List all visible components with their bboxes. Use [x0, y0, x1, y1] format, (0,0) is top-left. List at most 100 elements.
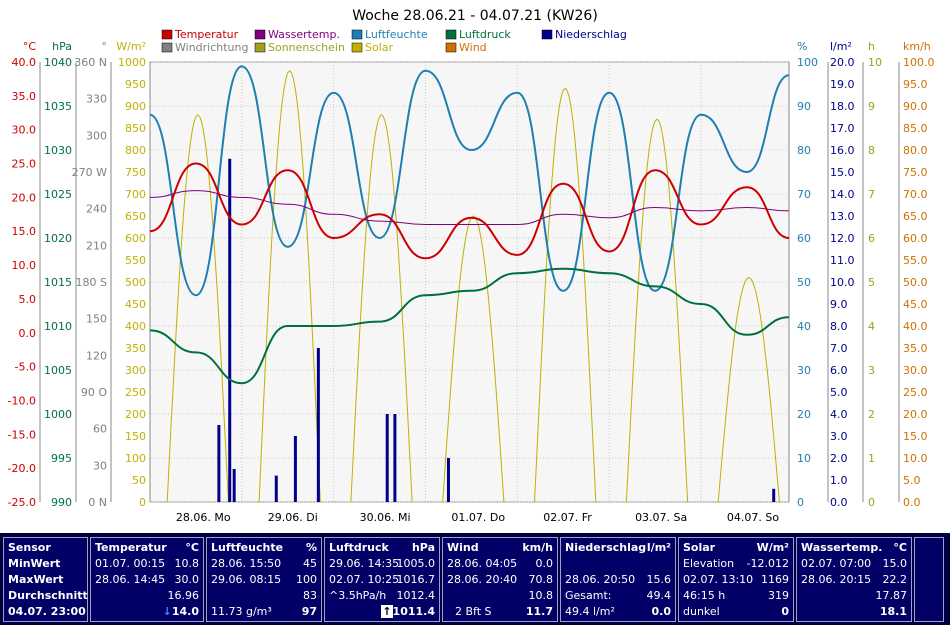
precip-bar [446, 458, 450, 502]
solar-axis-tick: 50 [132, 474, 146, 487]
temp-axis-tick: 25.0 [12, 158, 37, 171]
pressure-line [149, 267, 790, 385]
wind-dir-axis-tick: 330 [86, 93, 107, 106]
solar-axis-tick: 800 [125, 144, 146, 157]
x-tick-label: 03.07. Sa [635, 511, 687, 524]
wind-dir-axis-tick: 180 S [76, 276, 107, 289]
wind-dir-axis-unit: ° [102, 40, 108, 53]
water-unit: °C [893, 541, 907, 554]
wind-max-time: 28.06. 20:40 [447, 573, 518, 586]
humidity-axis-tick: 60 [797, 232, 811, 245]
precip-axis-tick: 0.0 [830, 496, 848, 509]
solar-axis-tick: 150 [125, 430, 146, 443]
falling-arrow-icon: ↓ [162, 605, 172, 618]
solar-curve [532, 87, 598, 503]
wind-axis-tick: 40.0 [903, 320, 928, 333]
x-tick-label: 04.07. So [727, 511, 779, 524]
precip-column: Niederschlag l/m² 28.06. 20:50 15.6 Gesamt… [560, 537, 676, 622]
solar-max-time: 02.07. 13:10 [683, 573, 754, 586]
temp-axis-tick: -5.0 [15, 361, 36, 374]
solar-column: Solar W/m² Elevation -12.012 02.07. 13:10 1… [678, 537, 794, 622]
sunshine-axis-tick: 1 [868, 452, 875, 465]
temp-axis-tick: 5.0 [19, 293, 37, 306]
sunshine-axis-tick: 8 [868, 144, 875, 157]
solar-axis-tick: 200 [125, 408, 146, 421]
wind-axis-tick: 75.0 [903, 166, 928, 179]
legend-swatch-icon [351, 42, 363, 53]
solar-max: 1169 [761, 573, 789, 586]
solar-axis-tick: 600 [125, 232, 146, 245]
wind-axis-tick: 95.0 [903, 78, 928, 91]
temp-axis-tick: 40.0 [12, 56, 37, 69]
precip-unit: l/m² [646, 541, 671, 554]
wind-axis-tick: 80.0 [903, 144, 928, 157]
axes: 40.035.030.025.020.015.010.05.00.0-5.0-1… [8, 40, 935, 509]
solar-curve [440, 215, 506, 503]
solar-axis-tick: 1000 [118, 56, 146, 69]
precip-bar [228, 158, 232, 503]
wind-axis-tick: 60.0 [903, 232, 928, 245]
wind-axis-tick: 50.0 [903, 276, 928, 289]
wind-axis-tick: 45.0 [903, 298, 928, 311]
hum-max: 100 [296, 573, 317, 586]
temp-axis-tick: 0.0 [19, 327, 37, 340]
pressure-axis-tick: 1015 [44, 276, 72, 289]
water-min: 15.0 [882, 557, 908, 570]
solar-current: 0 [781, 605, 789, 618]
temperature-line [149, 162, 790, 260]
legend-label: Luftdruck [459, 28, 511, 41]
temp-max: 30.0 [174, 573, 200, 586]
legend-label: Windrichtung [175, 41, 248, 54]
solar-axis-tick: 900 [125, 100, 146, 113]
precip-axis-tick: 13.0 [830, 210, 855, 223]
legend-swatch-icon [541, 29, 553, 40]
temp-axis-tick: 20.0 [12, 191, 37, 204]
water-current: 18.1 [879, 605, 907, 618]
precip-bar [385, 414, 389, 502]
wind-axis-tick: 35.0 [903, 342, 928, 355]
precip-axis-tick: 19.0 [830, 78, 855, 91]
precip-max-time: 28.06. 20:50 [565, 573, 636, 586]
wind-axis-tick: 5.0 [903, 474, 921, 487]
precip-axis-tick: 5.0 [830, 386, 848, 399]
rising-arrow-icon: ↑ [381, 605, 393, 618]
pressure-axis-tick: 1020 [44, 232, 72, 245]
wind-dir-axis-tick: 210 [86, 239, 107, 252]
current-time: 04.07. 23:00 [8, 605, 86, 618]
sunshine-axis-unit: h [868, 40, 875, 53]
sunshine-axis-tick: 0 [868, 496, 875, 509]
humidity-axis-tick: 40 [797, 320, 811, 333]
water-header: Wassertemp. [801, 541, 883, 554]
humidity-axis-tick: 0 [797, 496, 804, 509]
solar-axis-tick: 400 [125, 320, 146, 333]
hum-min-time: 28.06. 15:50 [211, 557, 282, 570]
temp-max-time: 28.06. 14:45 [95, 573, 166, 586]
temp-axis-unit: °C [23, 40, 37, 53]
solar-axis-tick: 100 [125, 452, 146, 465]
wind-dir-axis-tick: 120 [86, 349, 107, 362]
press-max: 1016.7 [396, 573, 436, 586]
temp-min-time: 01.07. 00:15 [95, 557, 166, 570]
legend-swatch-icon [161, 29, 173, 40]
press-min: 1005.0 [396, 557, 436, 570]
max-label: MaxWert [8, 573, 64, 586]
precip-max: 15.6 [646, 573, 672, 586]
grid [150, 61, 789, 503]
humidity-axis-unit: % [797, 40, 807, 53]
humidity-axis-tick: 50 [797, 276, 811, 289]
humidity-axis-tick: 30 [797, 364, 811, 377]
pressure-axis-unit: hPa [52, 40, 72, 53]
precip-axis-tick: 3.0 [830, 430, 848, 443]
pressure-axis-tick: 995 [51, 452, 72, 465]
sensor-header: Sensor [8, 541, 51, 554]
precip-axis-tick: 6.0 [830, 364, 848, 377]
solar-axis-tick: 550 [125, 254, 146, 267]
water-max-time: 28.06. 20:15 [801, 573, 872, 586]
wind-dir-axis-tick: 0 N [88, 496, 107, 509]
solar-elev-label: Elevation [683, 557, 735, 570]
sunshine-axis-tick: 4 [868, 320, 875, 333]
precip-axis-tick: 17.0 [830, 122, 855, 135]
pressure-axis-tick: 1030 [44, 144, 72, 157]
temp-unit: °C [185, 541, 199, 554]
solar-avg: 319 [768, 589, 789, 602]
